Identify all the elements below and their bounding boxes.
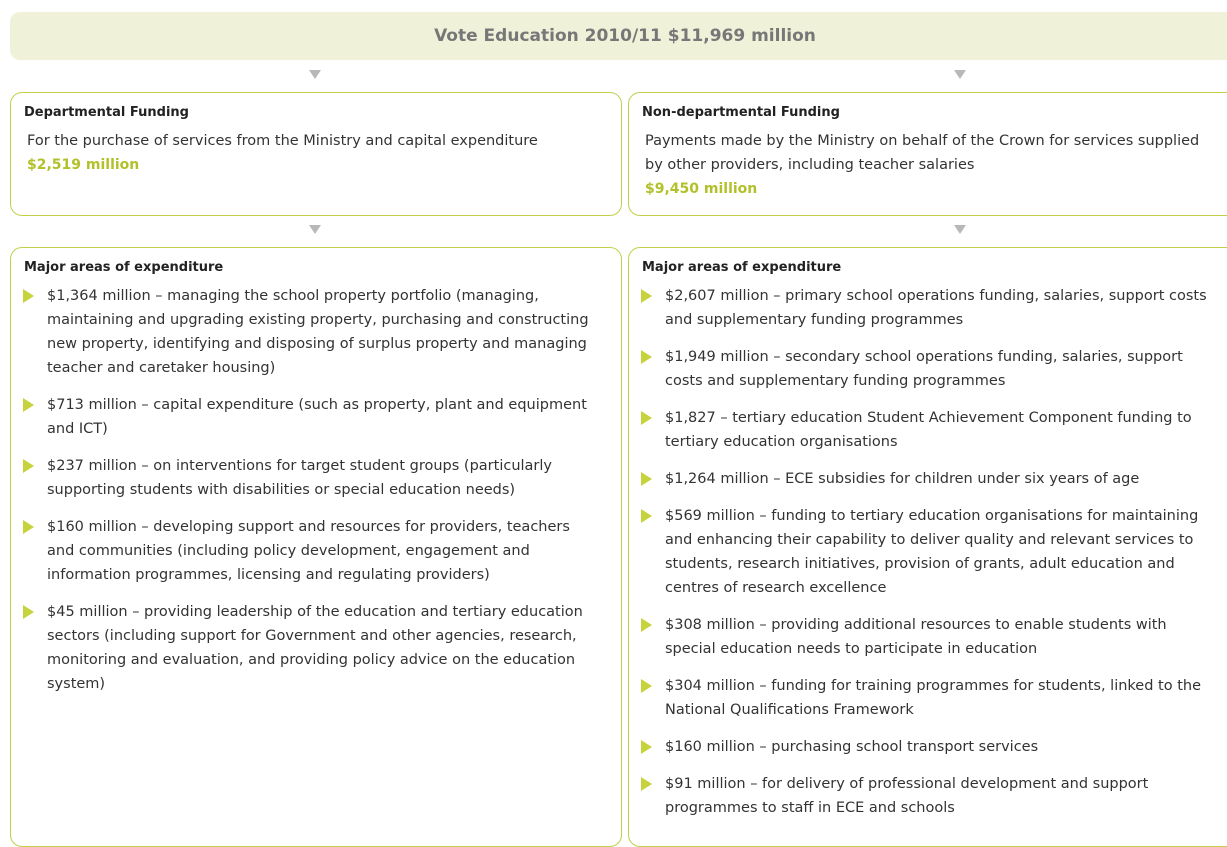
departmental-areas-box: Major areas of expenditure $1,364 millio… <box>10 247 622 847</box>
amount: $2,519 million <box>27 157 140 173</box>
expenditure-item: $45 million – providing leadership of th… <box>21 600 591 696</box>
description: Payments made by the Ministry on behalf … <box>645 133 1200 173</box>
expenditure-item: $1,364 million – managing the school pro… <box>21 284 591 380</box>
expenditure-item: $1,264 million – ECE subsidies for child… <box>639 467 1214 491</box>
arrow <box>954 225 966 234</box>
box-title: Major areas of expenditure <box>24 260 224 275</box>
arrow <box>309 70 321 79</box>
expenditure-item: $91 million – for delivery of profession… <box>639 772 1214 820</box>
expenditure-list: $2,607 million – primary school operatio… <box>639 284 1214 833</box>
box-title: Non-departmental Funding <box>642 105 840 120</box>
box-text: Payments made by the Ministry on behalf … <box>645 129 1220 201</box>
expenditure-item: $713 million – capital expenditure (such… <box>21 393 591 441</box>
box-title: Departmental Funding <box>24 105 189 120</box>
expenditure-list: $1,364 million – managing the school pro… <box>21 284 591 709</box>
expenditure-item: $160 million – purchasing school transpo… <box>639 735 1214 759</box>
departmental-box: Departmental Funding For the purchase of… <box>10 92 622 216</box>
non-departmental-box: Non-departmental Funding Payments made b… <box>628 92 1227 216</box>
expenditure-item: $569 million – funding to tertiary educa… <box>639 504 1214 600</box>
arrow <box>309 225 321 234</box>
expenditure-item: $237 million – on interventions for targ… <box>21 454 591 502</box>
expenditure-item: $304 million – funding for training prog… <box>639 674 1214 722</box>
box-text: For the purchase of services from the Mi… <box>27 129 607 177</box>
description: For the purchase of services from the Mi… <box>27 133 538 149</box>
expenditure-item: $308 million – providing additional reso… <box>639 613 1214 661</box>
expenditure-item: $160 million – developing support and re… <box>21 515 591 587</box>
page: Vote Education 2010/11 $11,969 million D… <box>10 12 1227 847</box>
arrow <box>954 70 966 79</box>
expenditure-item: $2,607 million – primary school operatio… <box>639 284 1214 332</box>
amount: $9,450 million <box>645 181 758 197</box>
expenditure-item: $1,827 – tertiary education Student Achi… <box>639 406 1214 454</box>
expenditure-item: $1,949 million – secondary school operat… <box>639 345 1214 393</box>
box-title: Major areas of expenditure <box>642 260 842 275</box>
banner: Vote Education 2010/11 $11,969 million <box>10 12 1227 60</box>
non-departmental-areas-box: Major areas of expenditure $2,607 millio… <box>628 247 1227 847</box>
